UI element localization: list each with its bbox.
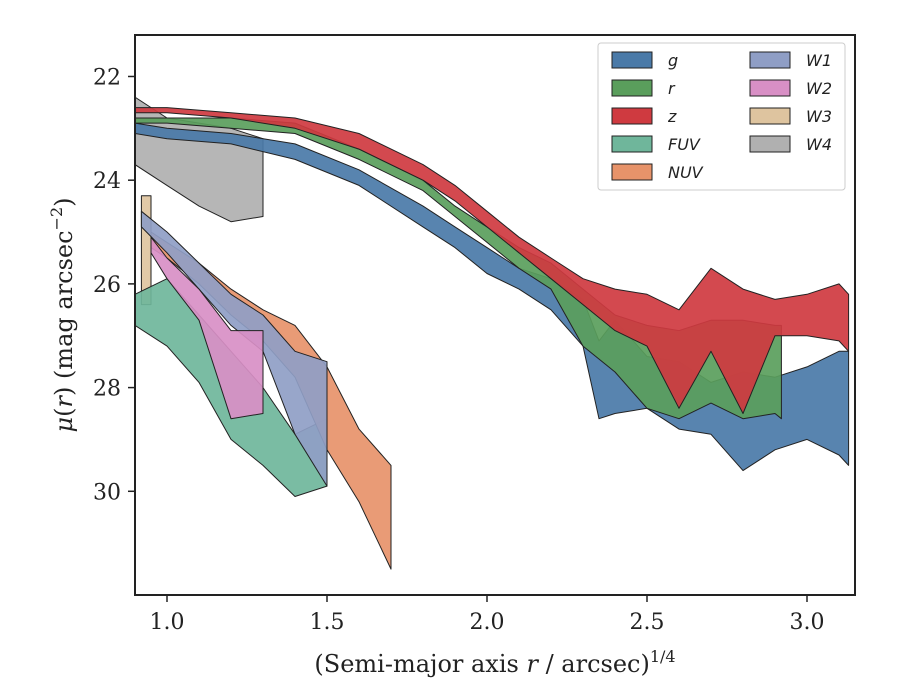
legend-swatch-fuv (611, 135, 653, 153)
y-tick-label: 22 (93, 65, 121, 90)
legend-swatch-w4 (749, 135, 791, 153)
legend-swatch-w1 (749, 51, 791, 69)
x-tick-label: 2.0 (470, 610, 505, 635)
band-w2 (150, 236, 264, 420)
band-w1 (140, 210, 328, 487)
band-z (135, 107, 850, 414)
y-tick-label: 26 (93, 273, 121, 298)
legend-label-w3: W3 (806, 107, 832, 126)
x-tick-label: 1.5 (310, 610, 345, 635)
legend-label-r: r (668, 79, 676, 98)
y-tick-label: 30 (93, 480, 121, 505)
legend-label-w4: W4 (806, 135, 832, 154)
band-layer (135, 96, 850, 570)
y-tick-label: 24 (93, 169, 121, 194)
x-tick-label: 1.0 (150, 610, 185, 635)
plot-frame (134, 34, 856, 596)
legend: grz FUV NUV W1 W2 W3 W4 (597, 42, 846, 191)
legend-label-z: z (667, 107, 677, 126)
legend-label-w1: W1 (806, 51, 832, 70)
legend-swatch-w2 (749, 79, 791, 97)
legend-swatch-g (611, 51, 653, 69)
legend-label-nuv: NUV (668, 163, 704, 182)
x-tick-label: 3.0 (790, 610, 825, 635)
legend-swatch-nuv (611, 163, 653, 181)
legend-swatch-z (611, 107, 653, 125)
y-tick-label: 28 (93, 377, 121, 402)
legend-label-fuv: FUV (668, 135, 701, 154)
legend-swatch-w3 (749, 107, 791, 125)
legend-label-g: g (668, 51, 678, 70)
band-r (135, 117, 782, 420)
y-axis-label: μ(r) (mag arcsec−2) (47, 197, 78, 432)
legend-label-w2: W2 (806, 79, 832, 98)
legend-swatch-r (611, 79, 653, 97)
tick-layer: 1.0 1.5 2.0 2.5 3.0 22 24 26 28 30 (93, 65, 825, 635)
x-axis-label: (Semi-major axis r / arcsec)1/4 (314, 647, 675, 678)
x-tick-label: 2.5 (630, 610, 665, 635)
